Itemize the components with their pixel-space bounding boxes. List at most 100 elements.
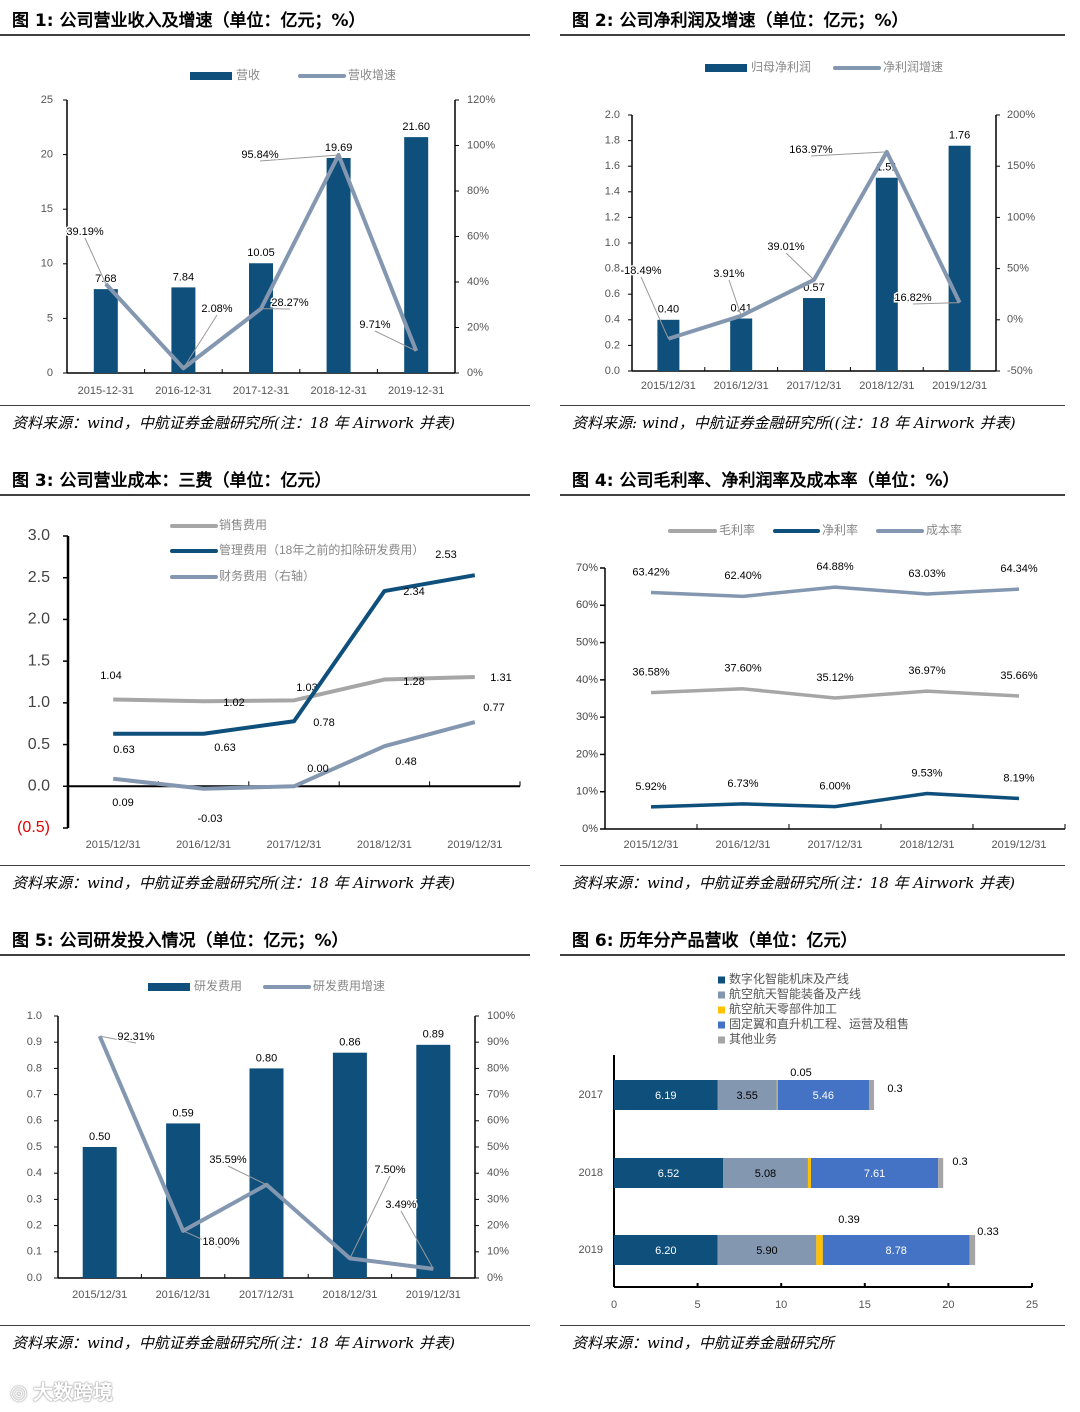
legend-label: 销售费用	[219, 517, 267, 532]
line-data-label: 6.73%	[727, 778, 758, 790]
x-tick-label: 5	[695, 1299, 701, 1311]
line-data-label: 1.03	[296, 682, 317, 694]
x-tick-label: 20	[942, 1299, 954, 1311]
bar-data-label: 0.59	[172, 1107, 193, 1119]
legend-swatch-bar	[190, 72, 232, 80]
bar-data-label: 0.40	[658, 304, 679, 316]
y-tick-label: 1.0	[27, 1010, 42, 1022]
line-data-label: 1.28	[403, 676, 424, 688]
x-tick-label: 2015-12-31	[78, 385, 134, 397]
x-tick-label: 2015/12/31	[72, 1289, 127, 1301]
bar-segment	[723, 1158, 808, 1188]
bar-segment	[807, 1158, 811, 1188]
y-tick-label: 1.4	[605, 186, 620, 198]
line-data-label: 2.53	[435, 549, 456, 561]
leader-line	[728, 279, 742, 316]
title-divider	[560, 954, 1065, 956]
bar	[730, 318, 753, 371]
line-data-label: 35.66%	[1000, 670, 1038, 682]
line-data-label: 1.04	[100, 670, 121, 682]
bar-segment	[777, 1080, 869, 1110]
y2-tick-label: 100%	[1007, 211, 1035, 223]
y-tick-label: 0.6	[27, 1115, 42, 1127]
line-data-label: 5.92%	[635, 781, 666, 793]
y-tick-label: 20%	[576, 748, 598, 760]
y-tick-label: 70%	[576, 562, 598, 574]
figure-title: 图 2: 公司净利润及增速（单位：亿元；%）	[572, 11, 909, 31]
bar-segment	[614, 1235, 718, 1265]
y2-tick-label: 60%	[467, 230, 489, 242]
y2-tick-label: 80%	[487, 1062, 509, 1074]
leader-line	[182, 314, 218, 369]
segment-data-label: 5.90	[756, 1245, 777, 1257]
bar-segment	[614, 1158, 724, 1188]
chart: 0.0 0.2 0.4 0.6 0.8 1.0 1.2 1.4 1.6 1.8 2.0 -50% 0% 5…	[605, 60, 1036, 392]
leader-line	[400, 1210, 434, 1270]
y2-tick-label: 60%	[487, 1115, 509, 1127]
bar-data-label: 19.69	[325, 142, 353, 154]
source-note: 资料来源：wind，中航证券金融研究所(注：18 年 Airwork 并表)	[12, 874, 455, 892]
bar-segment	[776, 1080, 778, 1110]
bar	[948, 145, 971, 371]
source-note: 资料来源：wind，中航证券金融研究所	[572, 1334, 834, 1352]
title-divider	[0, 494, 530, 496]
line-data-label: 92.31%	[117, 1031, 155, 1043]
bar-data-label: 0.80	[256, 1052, 277, 1064]
line-data-label: 3.49%	[385, 1199, 416, 1211]
line-data-label: 39.19%	[66, 226, 104, 238]
line-data-label: 28.27%	[271, 297, 309, 309]
y-tick-label: 0.8	[605, 263, 620, 275]
y-tick-label: 30%	[576, 711, 598, 723]
title-divider	[560, 34, 1065, 36]
series-line	[650, 585, 1020, 599]
bar-data-label: 7.84	[173, 271, 194, 283]
chart: 0 5 10 15 20 25 2017 6.19 3.55 0.055.46 0.3 2018 6.5…	[579, 971, 1039, 1311]
segment-data-label: 0.3	[887, 1083, 902, 1095]
y2-tick-label: 30%	[487, 1193, 509, 1205]
figure-title: 图 5: 公司研发投入情况（单位：亿元；%）	[12, 931, 349, 951]
segment-data-label: 6.20	[655, 1245, 676, 1257]
line-data-label: 64.88%	[816, 561, 854, 573]
y-tick-label: 0.1	[27, 1246, 42, 1258]
chart: 0% 10% 20% 30% 40% 50% 60% 70% 2015/12/31 2016/12…	[576, 522, 1066, 851]
legend-label: 营收增速	[348, 68, 396, 82]
y-tick-label: 1.0	[28, 694, 50, 711]
bar	[93, 289, 118, 373]
line-data-label: 1.02	[223, 697, 244, 709]
y-tick-label: 25	[41, 94, 53, 106]
y-tick-label: (0.5)	[17, 819, 50, 836]
source-divider	[0, 865, 530, 866]
y2-tick-label: 10%	[487, 1246, 509, 1258]
y-tick-label: 2.0	[605, 109, 620, 121]
y-tick-label: 0.4	[605, 314, 620, 326]
legend-swatch	[718, 1021, 725, 1029]
y-tick-label: 0%	[582, 823, 598, 835]
bar-data-label: 0.86	[339, 1037, 360, 1049]
y-tick-label: 15	[41, 203, 53, 215]
y-tick-label: 1.0	[605, 237, 620, 249]
x-tick-label: 10	[775, 1299, 787, 1311]
bar-segment	[868, 1080, 874, 1110]
x-tick-label: 2019/12/31	[991, 839, 1046, 851]
series-line	[113, 573, 476, 736]
y-tick-label: 10%	[576, 786, 598, 798]
segment-data-label: 6.52	[658, 1168, 679, 1180]
legend-label: 成本率	[926, 522, 962, 537]
bar-segment	[717, 1235, 817, 1265]
leader-line	[259, 154, 339, 162]
series-line	[113, 674, 475, 704]
line-data-label: 3.91%	[713, 268, 744, 280]
segment-data-label: 6.19	[655, 1090, 676, 1102]
x-tick-label: 2017/12/31	[786, 380, 841, 392]
legend-swatch	[718, 1036, 725, 1044]
line-data-label: 39.01%	[767, 241, 805, 253]
leader-line	[785, 252, 815, 281]
bar-segment	[938, 1158, 944, 1188]
y-tick-label: 0.2	[27, 1220, 42, 1232]
x-tick-label: 2016/12/31	[156, 1289, 211, 1301]
title-divider	[0, 954, 530, 956]
y-tick-label: 0.9	[27, 1036, 42, 1048]
x-tick-label: 0	[611, 1299, 617, 1311]
y2-tick-label: 0%	[1007, 314, 1023, 326]
figure-title: 图 6: 历年分产品营收（单位：亿元）	[572, 931, 858, 951]
